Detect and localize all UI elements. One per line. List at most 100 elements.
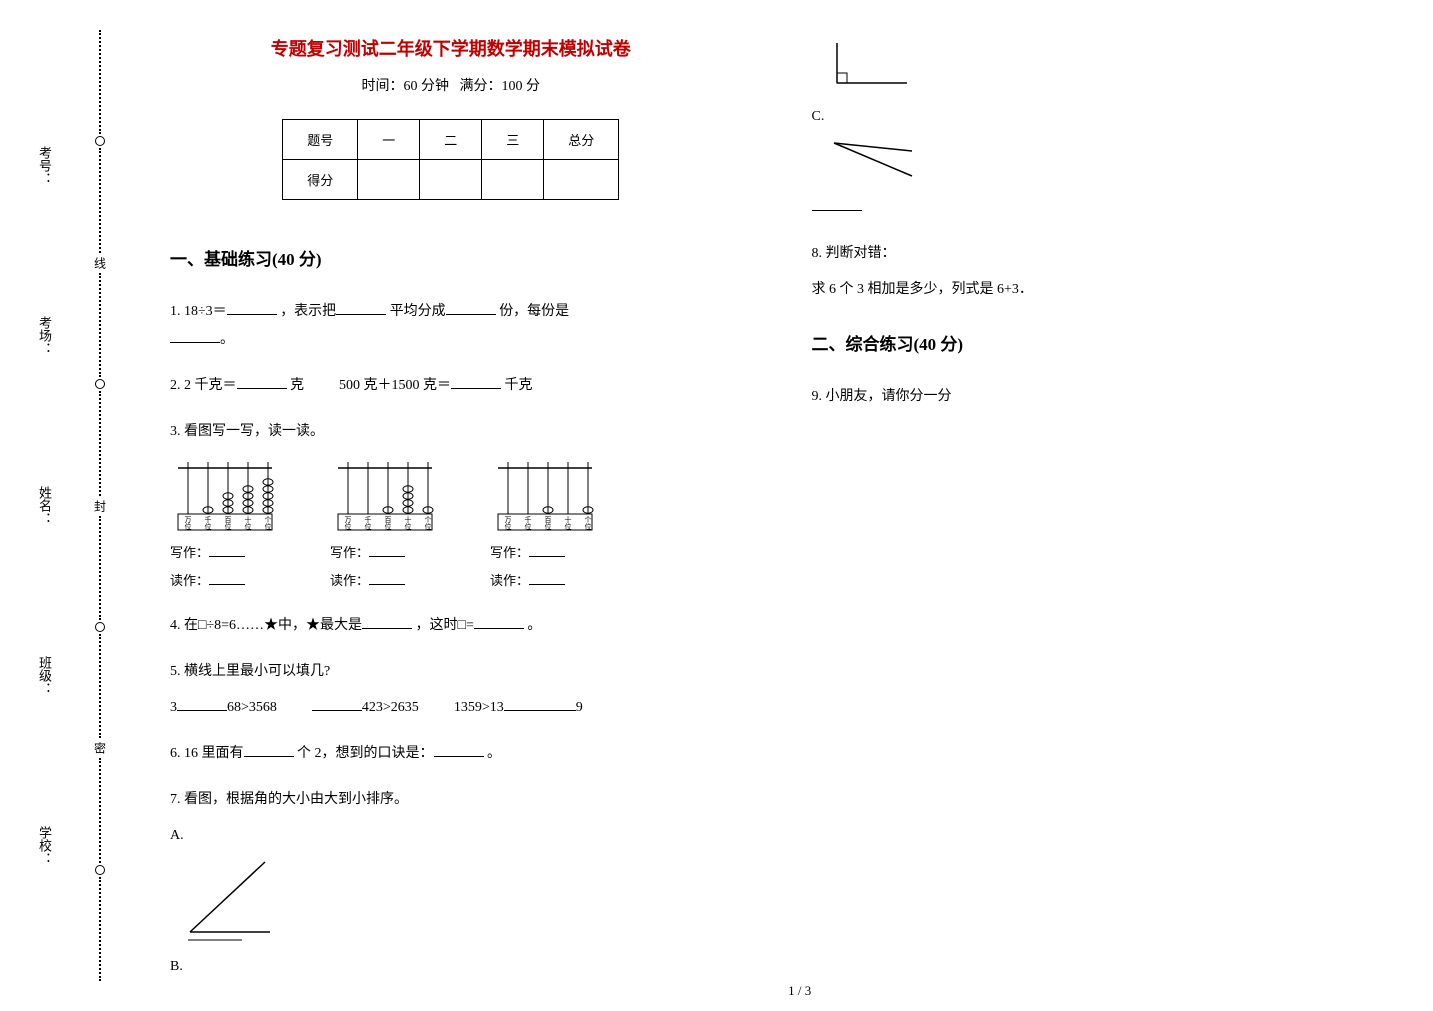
svg-text:位: 位 xyxy=(425,522,432,531)
th-total: 总分 xyxy=(544,120,619,160)
blank-input[interactable] xyxy=(434,743,484,757)
q5-text: 5. 横线上里最小可以填几? xyxy=(170,658,732,686)
q5-e: 9 xyxy=(576,700,583,715)
table-row: 题号 一 二 三 总分 xyxy=(283,120,619,160)
angle-A-icon xyxy=(170,850,290,945)
svg-text:位: 位 xyxy=(405,522,412,531)
page-number: 1 / 3 xyxy=(788,983,811,999)
score-cell[interactable] xyxy=(420,160,482,200)
q1-text-d: 份，每份是 xyxy=(499,304,569,319)
th-tihao: 题号 xyxy=(283,120,358,160)
exam-fullscore: 满分：100 分 xyxy=(460,79,541,94)
q4-text-a: 4. 在□÷8=6……★中，★最大是 xyxy=(170,618,362,633)
blank-input[interactable] xyxy=(474,615,524,629)
q6-text-c: 。 xyxy=(487,746,501,761)
blank-input[interactable] xyxy=(529,544,565,557)
question-3: 3. 看图写一写，读一读。 万位千位百位十位个位写作：读作：万位千位百位十位个位… xyxy=(170,418,732,594)
exam-title: 专题复习测试二年级下学期数学期末模拟试卷 xyxy=(170,35,732,61)
blank-input[interactable] xyxy=(446,301,496,315)
blank-input[interactable] xyxy=(369,544,405,557)
blank-input[interactable] xyxy=(170,329,220,343)
blank-input[interactable] xyxy=(540,697,576,711)
seam-circle-icon xyxy=(95,379,105,389)
q8-text-a: 8. 判断对错： xyxy=(812,240,1374,268)
q5-a: 3 xyxy=(170,700,177,715)
q5-b: 68>3568 xyxy=(227,700,277,715)
th-2: 二 xyxy=(420,120,482,160)
blank-input[interactable] xyxy=(504,697,540,711)
q2-text-a: 2. 2 千克＝ xyxy=(170,378,237,393)
table-row: 得分 xyxy=(283,160,619,200)
abacus-icon: 万位千位百位十位个位 xyxy=(490,456,600,536)
abacus-item: 万位千位百位十位个位写作：读作： xyxy=(330,456,440,594)
binding-label-kaohao: 考号： xyxy=(35,146,54,185)
score-cell[interactable] xyxy=(544,160,619,200)
q3-write-label: 写作： xyxy=(490,545,529,560)
binding-label-kaochang: 考场： xyxy=(35,316,54,355)
svg-text:位: 位 xyxy=(505,522,512,531)
abacus-icon: 万位千位百位十位个位 xyxy=(170,456,280,536)
th-3: 三 xyxy=(482,120,544,160)
abacus-item: 万位千位百位十位个位写作： 读作： xyxy=(170,456,280,594)
q3-write-label: 写作： xyxy=(170,545,209,560)
q6-text-b: 个 2，想到的口诀是： xyxy=(297,746,434,761)
q4-text-c: 。 xyxy=(527,618,541,633)
blank-input[interactable] xyxy=(227,301,277,315)
question-8: 8. 判断对错： 求 6 个 3 相加是多少，列式是 6+3． xyxy=(812,240,1374,304)
blank-input[interactable] xyxy=(529,572,565,585)
q9-text: 9. 小朋友，请你分一分 xyxy=(812,383,1374,411)
blank-input[interactable] xyxy=(812,197,862,211)
seam-label-xian: 线 xyxy=(92,257,109,269)
question-5: 5. 横线上里最小可以填几? 3 68>3568 423>2635 1359>13… xyxy=(170,658,732,722)
blank-input[interactable] xyxy=(244,743,294,757)
q1-text-a: 1. 18÷3＝ xyxy=(170,304,227,319)
blank-input[interactable] xyxy=(336,301,386,315)
blank-input[interactable] xyxy=(369,572,405,585)
blank-input[interactable] xyxy=(451,375,501,389)
binding-labels: 考号： 考场： 姓名： 班级： 学校： xyxy=(35,0,54,1011)
score-table: 题号 一 二 三 总分 得分 xyxy=(282,119,619,200)
blank-input[interactable] xyxy=(209,572,245,585)
seam-circle-icon xyxy=(95,865,105,875)
score-cell[interactable] xyxy=(358,160,420,200)
question-9: 9. 小朋友，请你分一分 xyxy=(812,383,1374,411)
q4-text-b: ，这时□= xyxy=(416,618,474,633)
q5-c: 423>2635 xyxy=(362,700,419,715)
svg-text:位: 位 xyxy=(565,522,572,531)
q2-text-d: 千克 xyxy=(505,378,533,393)
blank-input[interactable] xyxy=(177,697,227,711)
td-defen: 得分 xyxy=(283,160,358,200)
q7-B-label: B. xyxy=(170,953,183,981)
section-1-header: 一、基础练习(40 分) xyxy=(170,245,732,270)
blank-input[interactable] xyxy=(312,697,362,711)
svg-text:位: 位 xyxy=(525,522,532,531)
blank-input[interactable] xyxy=(362,615,412,629)
score-cell[interactable] xyxy=(482,160,544,200)
q7-A-label: A. xyxy=(170,822,184,850)
question-1: 1. 18÷3＝ ，表示把 平均分成 份，每份是 。 xyxy=(170,298,732,354)
svg-text:位: 位 xyxy=(345,522,352,531)
q5-d: 1359>13 xyxy=(454,700,504,715)
q7-text: 7. 看图，根据角的大小由大到小排序。 xyxy=(170,786,732,814)
q3-write-label: 写作： xyxy=(330,545,369,560)
svg-text:位: 位 xyxy=(245,522,252,531)
blank-input[interactable] xyxy=(237,375,287,389)
binding-label-xingming: 姓名： xyxy=(35,486,54,525)
q2-text-b: 克 xyxy=(290,378,304,393)
exam-time: 时间：60 分钟 xyxy=(362,79,450,94)
abacus-icon: 万位千位百位十位个位 xyxy=(330,456,440,536)
seam-circle-icon xyxy=(95,136,105,146)
binding-label-xuexiao: 学校： xyxy=(35,826,54,865)
angle-C-icon xyxy=(812,131,932,186)
question-4: 4. 在□÷8=6……★中，★最大是 ，这时□= 。 xyxy=(170,612,732,640)
binding-strip: 考号： 考场： 姓名： 班级： 学校： 线 封 密 xyxy=(0,0,130,1011)
q6-text-a: 6. 16 里面有 xyxy=(170,746,244,761)
q7-C-label: C. xyxy=(812,103,825,131)
svg-text:位: 位 xyxy=(225,522,232,531)
svg-text:位: 位 xyxy=(545,522,552,531)
abacus-item: 万位千位百位十位个位写作：读作： xyxy=(490,456,600,594)
svg-text:位: 位 xyxy=(205,522,212,531)
blank-input[interactable] xyxy=(209,544,245,557)
question-2: 2. 2 千克＝ 克 500 克＋1500 克＝ 千克 xyxy=(170,372,732,400)
q3-read-label: 读作： xyxy=(170,573,209,588)
